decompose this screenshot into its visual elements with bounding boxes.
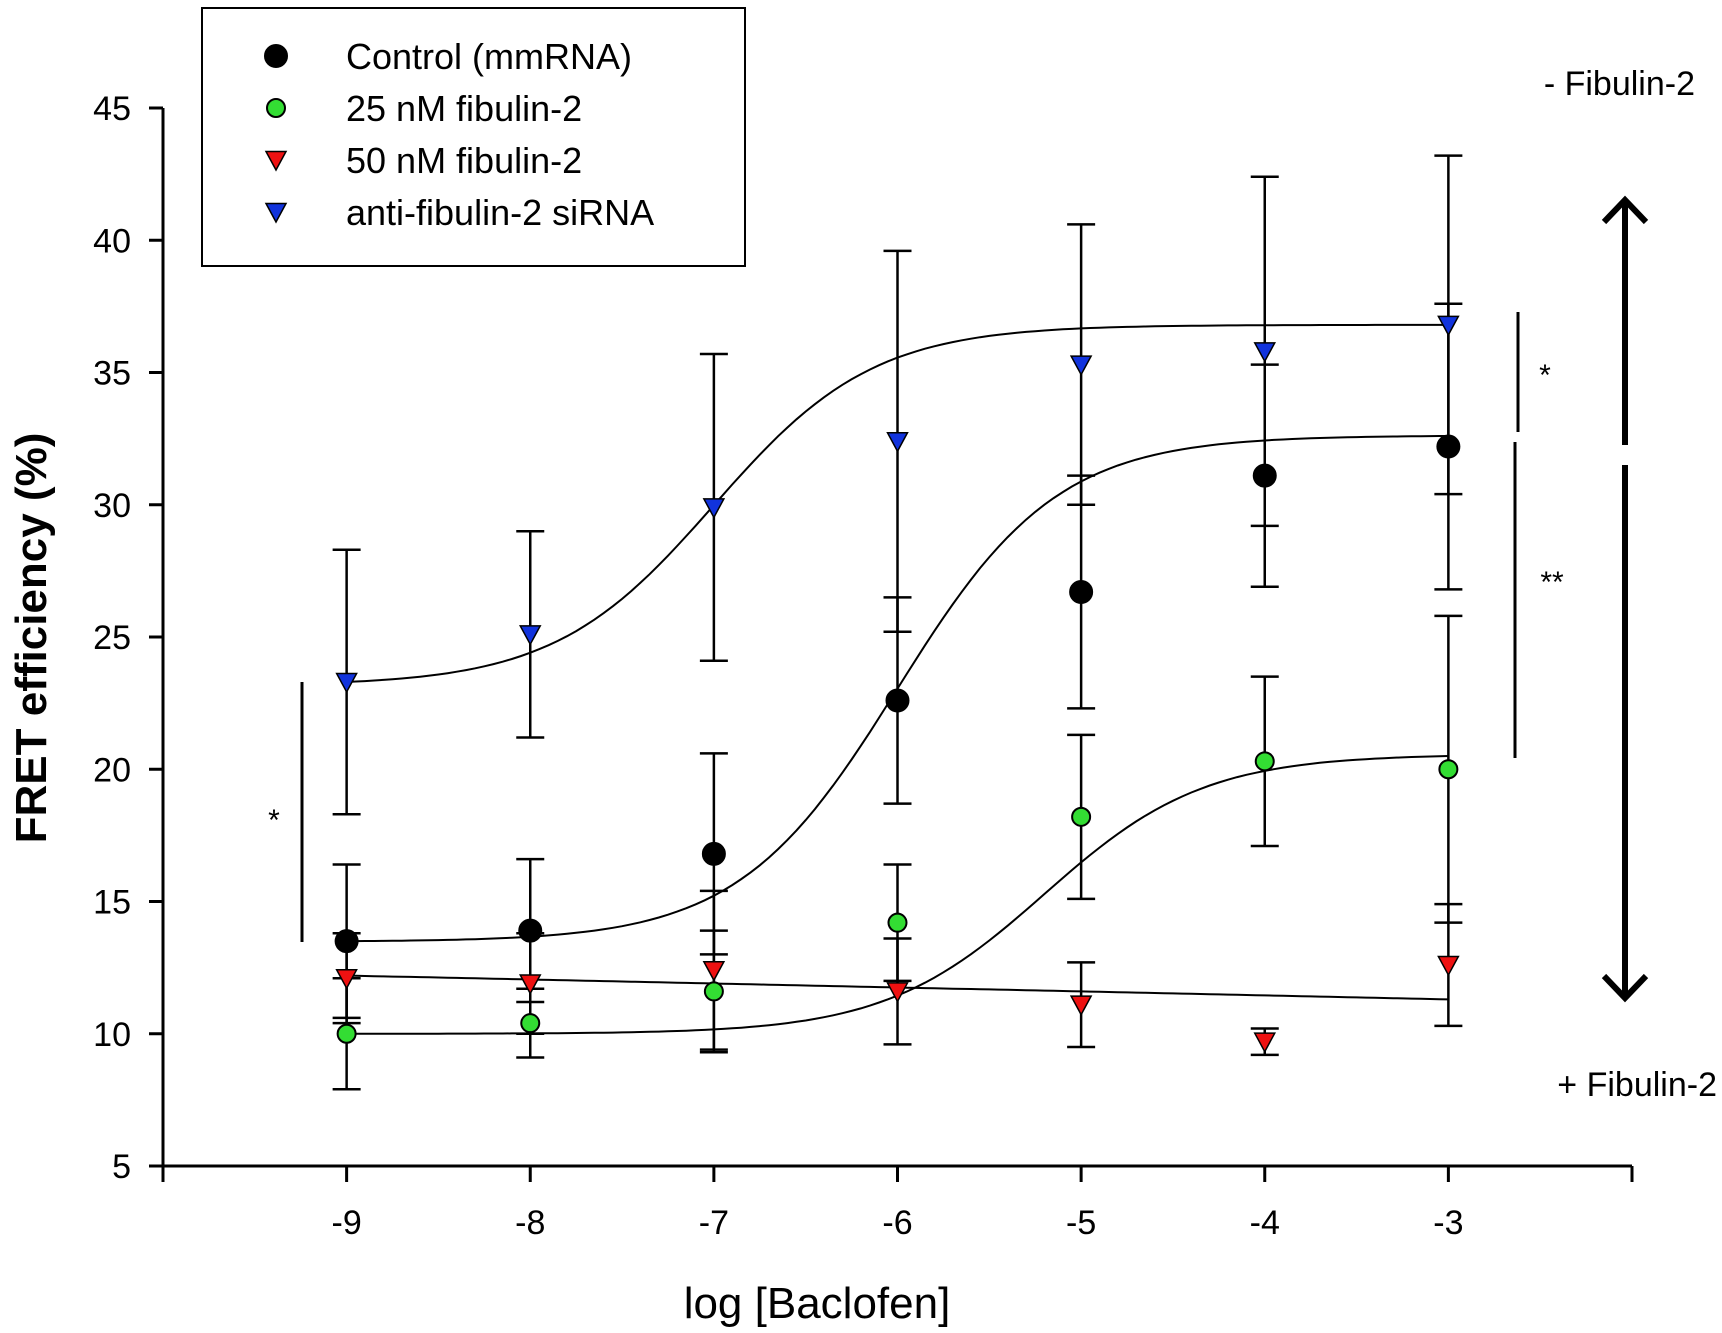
data-point-series-3	[702, 961, 726, 982]
data-point-series-4	[886, 432, 909, 453]
significance-left: *	[268, 804, 280, 837]
data-point-series-3	[1069, 995, 1093, 1017]
legend-marker-series-1	[264, 44, 288, 68]
legend-label-series-1: Control (mmRNA)	[346, 36, 632, 77]
x-tick-label: -3	[1433, 1204, 1463, 1242]
legend-box	[201, 7, 746, 267]
legend-label-series-2: 25 nM fibulin-2	[346, 88, 582, 129]
data-point-series-4	[518, 625, 542, 646]
significance-right-upper: *	[1539, 359, 1551, 392]
significance-right-lower: **	[1540, 566, 1564, 599]
legend-marker-series-2	[266, 98, 286, 118]
data-point-series-1	[885, 688, 910, 713]
data-point-series-4	[702, 498, 726, 519]
data-point-series-2	[520, 1013, 541, 1034]
y-tick-label: 5	[112, 1148, 131, 1186]
data-point-series-2	[1438, 759, 1459, 780]
data-point-series-1	[1252, 463, 1277, 488]
data-point-series-1	[1069, 580, 1094, 605]
error-bars	[332, 154, 1463, 1091]
data-point-series-4	[1069, 355, 1093, 377]
x-tick-label: -4	[1250, 1204, 1280, 1242]
y-tick-label: 40	[93, 222, 131, 260]
data-points	[334, 315, 1461, 1054]
data-point-series-1	[518, 918, 543, 943]
data-point-series-4	[1253, 342, 1277, 363]
y-tick-label: 45	[93, 90, 131, 128]
y-axis-title: FRET efficiency (%)	[7, 433, 56, 844]
data-point-series-1	[1436, 434, 1461, 459]
data-point-series-3	[335, 968, 358, 990]
data-point-series-2	[336, 1023, 357, 1044]
y-tick-label: 15	[93, 884, 131, 922]
annotations: - Fibulin-2 + Fibulin-2 * * **	[268, 65, 1717, 1104]
data-point-series-4	[1437, 315, 1460, 337]
y-tick-label: 35	[93, 355, 131, 393]
x-tick-label: -5	[1066, 1204, 1096, 1242]
y-tick-label: 20	[93, 751, 131, 789]
x-axis-title: log [Baclofen]	[684, 1279, 951, 1328]
data-point-series-2	[703, 981, 724, 1002]
annotation-plus-fibulin: + Fibulin-2	[1557, 1066, 1717, 1104]
data-point-series-1	[701, 841, 726, 866]
axes: 5 10 15 20 25 30 35 40 45 -9 -8 -7 -6 -5 -4 -3	[93, 90, 1634, 1242]
y-tick-label: 25	[93, 619, 131, 657]
data-point-series-3	[1253, 1032, 1277, 1054]
data-point-series-3	[886, 982, 909, 1004]
arrow-up-head	[1601, 195, 1649, 225]
data-point-series-3	[1437, 955, 1460, 977]
y-tick-label: 30	[93, 487, 131, 525]
x-tick-label: -8	[515, 1204, 545, 1242]
legend-label-series-3: 50 nM fibulin-2	[346, 140, 582, 181]
annotation-minus-fibulin: - Fibulin-2	[1544, 65, 1695, 103]
data-point-series-2	[1071, 806, 1092, 827]
y-tick-label: 10	[93, 1016, 131, 1054]
data-point-series-2	[1254, 751, 1275, 772]
data-point-series-4	[335, 672, 358, 694]
data-point-series-3	[518, 974, 542, 996]
arrow-down-head	[1601, 973, 1649, 1003]
legend: Control (mmRNA) 25 nM fibulin-2 50 nM fibu…	[201, 7, 746, 267]
x-tick-label: -9	[332, 1204, 362, 1242]
x-tick-label: -6	[882, 1204, 912, 1242]
legend-marker-series-3	[264, 150, 288, 172]
legend-label-series-4: anti-fibulin-2 siRNA	[346, 192, 654, 233]
data-point-series-1	[334, 929, 359, 954]
legend-marker-series-4	[264, 202, 288, 224]
x-tick-label: -7	[699, 1204, 729, 1242]
data-point-series-2	[887, 912, 908, 933]
